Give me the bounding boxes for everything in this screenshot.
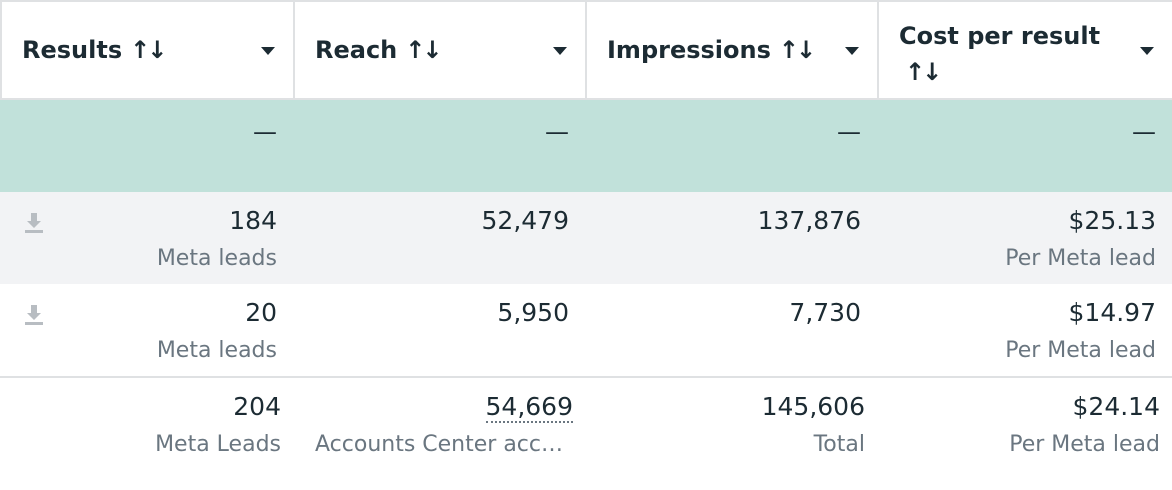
column-header-label: Results ↑↓	[22, 36, 167, 64]
sort-icon[interactable]: ↑↓	[130, 36, 167, 64]
summary-band: — — — —	[0, 100, 1172, 192]
download-icon[interactable]	[24, 304, 44, 326]
table-row: 184 Meta leads 52,479 137,876 $25.13 Per…	[0, 192, 1172, 284]
column-header-label: Reach ↑↓	[315, 36, 443, 64]
cost-value: $25.13	[1068, 206, 1156, 235]
sort-icon[interactable]: ↑↓	[905, 58, 942, 86]
empty-value-dash: —	[837, 118, 861, 146]
total-results-subtitle: Meta Leads	[155, 432, 281, 457]
results-subtitle: Meta leads	[156, 246, 277, 271]
total-reach-value[interactable]: 54,669	[485, 392, 573, 423]
total-reach-subtitle: Accounts Center acco…	[315, 432, 573, 457]
column-header-label: Impressions ↑↓	[607, 36, 816, 64]
column-header-label: Cost per result ↑↓	[899, 18, 1119, 90]
totals-row: 204 Meta Leads 54,669 Accounts Center ac…	[0, 378, 1172, 470]
cost-subtitle: Per Meta lead	[1005, 246, 1156, 271]
empty-value-dash: —	[545, 118, 569, 146]
column-header-results[interactable]: Results ↑↓	[0, 2, 293, 98]
column-header-cost-per-result[interactable]: Cost per result ↑↓	[877, 2, 1172, 98]
caret-down-icon[interactable]	[1140, 47, 1154, 55]
total-results-value: 204	[233, 392, 281, 421]
table-header: Results ↑↓ Reach ↑↓ Impressions ↑↓ Cost per…	[0, 0, 1172, 100]
total-cost-value: $24.14	[1072, 392, 1160, 421]
column-header-reach[interactable]: Reach ↑↓	[293, 2, 585, 98]
column-header-impressions[interactable]: Impressions ↑↓	[585, 2, 877, 98]
results-subtitle: Meta leads	[156, 338, 277, 363]
reach-value: 52,479	[481, 206, 569, 235]
results-value: 184	[229, 206, 277, 235]
empty-value-dash: —	[1132, 118, 1156, 146]
impressions-value: 137,876	[757, 206, 861, 235]
empty-value-dash: —	[253, 118, 277, 146]
sort-icon[interactable]: ↑↓	[778, 36, 816, 64]
caret-down-icon[interactable]	[261, 47, 275, 55]
download-icon[interactable]	[24, 212, 44, 234]
results-value: 20	[245, 298, 277, 327]
caret-down-icon[interactable]	[553, 47, 567, 55]
total-impressions-value: 145,606	[761, 392, 865, 421]
total-cost-subtitle: Per Meta lead	[1009, 432, 1160, 457]
caret-down-icon[interactable]	[845, 47, 859, 55]
table-row: 20 Meta leads 5,950 7,730 $14.97 Per Met…	[0, 284, 1172, 378]
reach-value: 5,950	[497, 298, 569, 327]
impressions-value: 7,730	[789, 298, 861, 327]
sort-icon[interactable]: ↑↓	[405, 36, 442, 64]
total-impressions-subtitle: Total	[813, 432, 865, 457]
cost-subtitle: Per Meta lead	[1005, 338, 1156, 363]
cost-value: $14.97	[1068, 298, 1156, 327]
